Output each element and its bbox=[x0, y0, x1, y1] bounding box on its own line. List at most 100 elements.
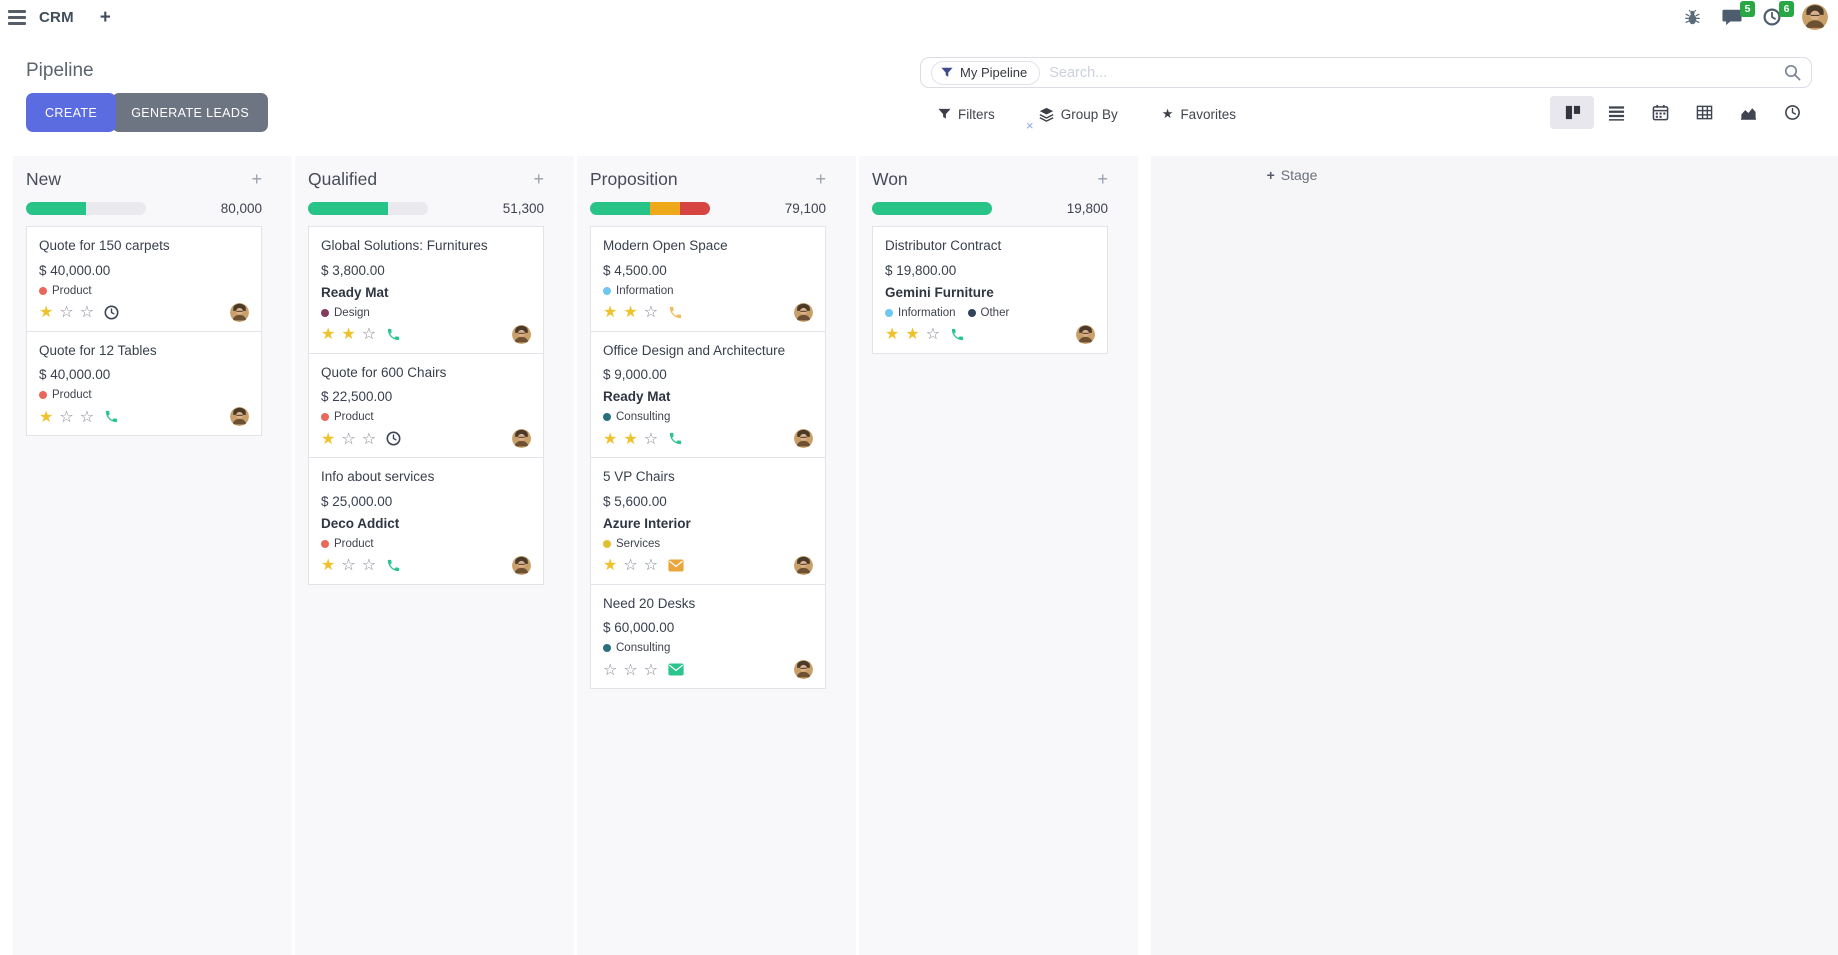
add-stage-button[interactable]: + Stage bbox=[1266, 167, 1318, 183]
star-empty-icon[interactable]: ☆ bbox=[603, 659, 618, 679]
star-empty-icon[interactable]: ☆ bbox=[79, 406, 95, 426]
add-stage-column[interactable]: + Stage bbox=[1151, 156, 1838, 955]
kanban-card[interactable]: Info about services $ 25,000.00 Deco Addic… bbox=[308, 457, 544, 585]
search-bar[interactable]: My Pipeline bbox=[920, 57, 1812, 88]
pivot-view-button[interactable] bbox=[1682, 96, 1726, 129]
kanban-card[interactable]: Quote for 12 Tables $ 40,000.00 Product ★ ☆ ☆ bbox=[26, 330, 262, 437]
activity-view-button[interactable] bbox=[1770, 96, 1814, 129]
tag-label: Product bbox=[334, 537, 374, 550]
user-avatar[interactable] bbox=[1802, 4, 1828, 30]
stage-progressbar[interactable] bbox=[590, 202, 710, 215]
quick-add-icon[interactable]: + bbox=[533, 169, 544, 189]
star-filled-icon[interactable]: ★ bbox=[603, 302, 618, 322]
star-filled-icon[interactable]: ★ bbox=[905, 324, 920, 344]
priority-stars[interactable]: ☆ ☆ ☆ bbox=[603, 659, 659, 679]
star-empty-icon[interactable]: ☆ bbox=[59, 406, 74, 426]
star-empty-icon[interactable]: ☆ bbox=[361, 324, 377, 344]
clock-activity-icon[interactable] bbox=[104, 305, 119, 320]
star-empty-icon[interactable]: ☆ bbox=[925, 324, 941, 344]
star-filled-icon[interactable]: ★ bbox=[603, 555, 618, 575]
priority-stars[interactable]: ★ ★ ☆ bbox=[603, 428, 659, 448]
priority-stars[interactable]: ★ ★ ☆ bbox=[603, 304, 658, 320]
star-filled-icon[interactable]: ★ bbox=[39, 406, 54, 426]
star-empty-icon[interactable]: ☆ bbox=[643, 659, 659, 679]
kanban-card[interactable]: 5 VP Chairs $ 5,600.00 Azure Interior Servi… bbox=[590, 457, 826, 585]
kanban-card[interactable]: Global Solutions: Furnitures $ 3,800.00 Re… bbox=[308, 226, 544, 354]
star-empty-icon[interactable]: ☆ bbox=[623, 659, 638, 679]
phone-activity-icon[interactable] bbox=[386, 327, 401, 342]
create-button[interactable]: CREATE bbox=[26, 93, 117, 132]
kanban-card[interactable]: Office Design and Architecture $ 9,000.00… bbox=[590, 330, 826, 459]
priority-stars[interactable]: ★ ☆ ☆ bbox=[321, 428, 377, 448]
card-footer: ★ ★ ☆ bbox=[885, 324, 1095, 344]
priority-stars[interactable]: ★ ☆ ☆ bbox=[321, 557, 376, 573]
tag-dot-icon bbox=[321, 308, 329, 317]
star-filled-icon[interactable]: ★ bbox=[321, 428, 336, 448]
star-empty-icon[interactable]: ☆ bbox=[643, 302, 659, 322]
messages-icon[interactable]: 5 bbox=[1722, 1, 1755, 26]
star-empty-icon[interactable]: ☆ bbox=[361, 555, 377, 575]
star-icon: ★ bbox=[1161, 107, 1174, 122]
priority-stars[interactable]: ★ ★ ☆ bbox=[885, 326, 940, 342]
phone-activity-icon[interactable] bbox=[668, 431, 683, 446]
star-empty-icon[interactable]: ☆ bbox=[643, 555, 659, 575]
stage-progressbar[interactable] bbox=[308, 202, 428, 215]
envelope-activity-icon[interactable] bbox=[668, 663, 684, 676]
kanban-view-button[interactable] bbox=[1550, 96, 1594, 129]
phone-activity-icon[interactable] bbox=[386, 558, 401, 573]
activities-clock-icon[interactable]: 6 bbox=[1763, 1, 1794, 26]
search-facet-my-pipeline[interactable]: My Pipeline bbox=[931, 60, 1041, 85]
generate-leads-button[interactable]: GENERATE LEADS bbox=[112, 93, 269, 132]
quick-add-icon[interactable]: + bbox=[1097, 169, 1108, 189]
facet-remove-icon[interactable]: × bbox=[1026, 118, 1034, 133]
star-filled-icon[interactable]: ★ bbox=[623, 302, 638, 322]
star-empty-icon[interactable]: ☆ bbox=[79, 302, 95, 322]
tag-dot-icon bbox=[39, 286, 47, 295]
kanban-card[interactable]: Modern Open Space $ 4,500.00 Information ★ ★… bbox=[590, 226, 826, 332]
debug-bug-icon[interactable] bbox=[1684, 9, 1701, 26]
star-empty-icon[interactable]: ☆ bbox=[341, 428, 356, 448]
phone-activity-icon[interactable] bbox=[668, 305, 683, 320]
priority-stars[interactable]: ★ ☆ ☆ bbox=[39, 406, 95, 426]
quick-add-icon[interactable]: + bbox=[251, 169, 262, 189]
search-icon[interactable] bbox=[1784, 64, 1801, 81]
envelope-activity-icon[interactable] bbox=[668, 559, 684, 572]
quick-add-icon[interactable]: + bbox=[815, 169, 826, 189]
kanban-card[interactable]: Need 20 Desks $ 60,000.00 Consulting ☆ ☆ ☆ bbox=[590, 583, 826, 690]
star-empty-icon[interactable]: ☆ bbox=[341, 555, 356, 575]
star-filled-icon[interactable]: ★ bbox=[39, 302, 54, 322]
star-filled-icon[interactable]: ★ bbox=[321, 555, 336, 575]
clock-activity-icon[interactable] bbox=[386, 431, 401, 446]
star-empty-icon[interactable]: ☆ bbox=[59, 302, 74, 322]
priority-stars[interactable]: ★ ☆ ☆ bbox=[603, 557, 658, 573]
graph-view-button[interactable] bbox=[1726, 96, 1770, 129]
control-panel: Pipeline CREATE GENERATE LEADS My Pipeli… bbox=[0, 34, 1838, 156]
app-name[interactable]: CRM bbox=[39, 8, 74, 26]
calendar-view-button[interactable] bbox=[1638, 96, 1682, 129]
favorites-button[interactable]: ★ Favorites bbox=[1161, 107, 1236, 122]
group-by-button[interactable]: Group By bbox=[1039, 107, 1118, 122]
filters-button[interactable]: Filters bbox=[938, 107, 995, 122]
phone-activity-icon[interactable] bbox=[950, 327, 965, 342]
kanban-card[interactable]: Quote for 600 Chairs $ 22,500.00 Product ★ ☆… bbox=[308, 352, 544, 459]
stage-progressbar[interactable] bbox=[26, 202, 146, 215]
star-filled-icon[interactable]: ★ bbox=[623, 428, 638, 448]
star-filled-icon[interactable]: ★ bbox=[603, 428, 618, 448]
search-input[interactable] bbox=[1049, 64, 1784, 81]
priority-stars[interactable]: ★ ★ ☆ bbox=[321, 326, 376, 342]
apps-menu-icon[interactable] bbox=[8, 9, 26, 25]
star-filled-icon[interactable]: ★ bbox=[321, 324, 336, 344]
list-view-button[interactable] bbox=[1594, 96, 1638, 129]
star-empty-icon[interactable]: ☆ bbox=[623, 555, 638, 575]
star-filled-icon[interactable]: ★ bbox=[341, 324, 356, 344]
kanban-card[interactable]: Quote for 150 carpets $ 40,000.00 Product ★… bbox=[26, 226, 262, 332]
new-tab-button[interactable]: + bbox=[99, 6, 111, 28]
star-filled-icon[interactable]: ★ bbox=[885, 324, 900, 344]
phone-activity-icon[interactable] bbox=[104, 409, 119, 424]
stage-progressbar[interactable] bbox=[872, 202, 992, 215]
star-empty-icon[interactable]: ☆ bbox=[361, 428, 377, 448]
kanban-card[interactable]: Distributor Contract $ 19,800.00 Gemini Fu… bbox=[872, 226, 1108, 354]
priority-stars[interactable]: ★ ☆ ☆ bbox=[39, 304, 94, 320]
star-empty-icon[interactable]: ☆ bbox=[643, 428, 659, 448]
progress-segment bbox=[650, 202, 680, 215]
